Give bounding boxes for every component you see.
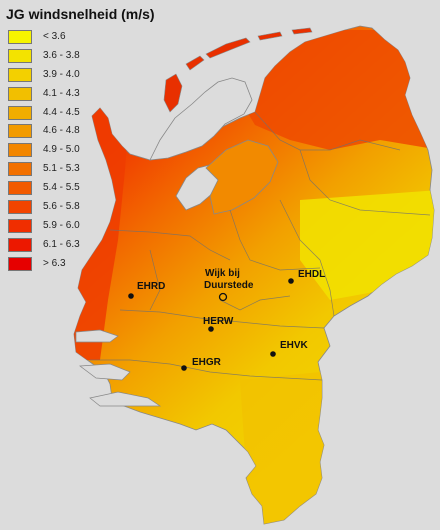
station-marker (270, 351, 276, 357)
province-borders (90, 111, 431, 381)
flevoland-land (205, 139, 279, 215)
legend-label: 4.6 - 4.8 (43, 125, 80, 137)
legend-swatch (8, 30, 32, 44)
land-netherlands (73, 25, 435, 525)
legend-label: 5.1 - 5.3 (43, 163, 80, 175)
legend-swatch (8, 200, 32, 215)
legend-swatch (8, 67, 32, 82)
legend-swatch (8, 124, 32, 139)
station-label: EHGR (192, 357, 222, 368)
legend-swatch (8, 48, 32, 63)
legend-swatch (8, 218, 32, 233)
station-marker (218, 292, 228, 302)
island-schiermonnikoog (291, 27, 313, 35)
station-marker (208, 326, 214, 332)
wind-zone-east (300, 190, 434, 300)
legend-label: 5.4 - 5.5 (43, 182, 80, 194)
legend-label: 4.4 - 4.5 (43, 106, 80, 118)
island-texel (163, 73, 183, 113)
zeeland-islands (75, 329, 162, 407)
station-label: HERW (203, 316, 234, 327)
island-vlieland (185, 55, 205, 71)
legend-swatch (8, 237, 32, 252)
station-marker (128, 293, 134, 299)
legend-label: 4.1 - 4.3 (43, 87, 80, 99)
station-label: EHDL (298, 269, 325, 280)
legend-label: 4.9 - 5.0 (43, 144, 80, 156)
legend-label: 6.1 - 6.3 (43, 238, 80, 250)
legend-label: 5.6 - 5.8 (43, 201, 80, 213)
legend-swatch (8, 86, 32, 101)
station-marker (288, 278, 294, 284)
legend-label: 5.9 - 6.0 (43, 219, 80, 231)
legend-label: 3.6 - 3.8 (43, 49, 80, 61)
legend-swatch (8, 256, 32, 271)
island-terschelling (205, 37, 251, 59)
legend-swatch (8, 162, 32, 177)
legend-swatch (8, 105, 32, 120)
wadden-islands (163, 27, 313, 113)
legend-label: 3.9 - 4.0 (43, 68, 80, 80)
legend-title: JG windsnelheid (m/s) (6, 6, 155, 22)
wind-zone-southeast (240, 370, 340, 524)
station-label: EHVK (280, 340, 309, 351)
station-label: EHRD (137, 281, 165, 292)
station-markers: EHRD Wijk bij Duurstede EHDL HERW EHVK EHGR (128, 268, 325, 371)
legend-label: > 6.3 (43, 257, 66, 269)
ijsselmeer-water (149, 77, 253, 161)
island-ameland (257, 31, 283, 41)
legend-swatch (8, 181, 32, 196)
legend-swatch (8, 143, 32, 158)
station-marker (181, 365, 187, 371)
station-label: Wijk bij Duurstede (204, 268, 254, 291)
wind-zone-north (240, 30, 434, 150)
legend-label: < 3.6 (43, 31, 66, 42)
